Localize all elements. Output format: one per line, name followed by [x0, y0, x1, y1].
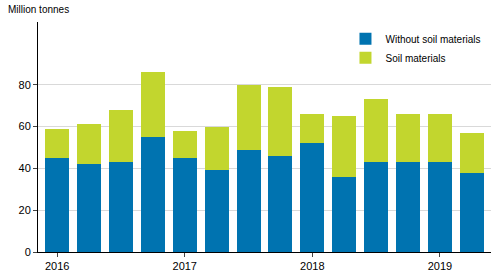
svg-text:40: 40	[19, 162, 31, 174]
svg-text:2018: 2018	[300, 260, 324, 272]
svg-text:2017: 2017	[173, 260, 197, 272]
svg-text:80: 80	[19, 79, 31, 91]
svg-text:Without soil materials: Without soil materials	[385, 34, 480, 45]
svg-text:60: 60	[19, 120, 31, 132]
svg-text:Soil materials: Soil materials	[385, 53, 445, 64]
svg-text:20: 20	[19, 204, 31, 216]
svg-text:2019: 2019	[428, 260, 452, 272]
svg-text:0: 0	[25, 246, 31, 258]
svg-text:Million tonnes: Million tonnes	[8, 4, 69, 15]
svg-text:2016: 2016	[45, 260, 69, 272]
